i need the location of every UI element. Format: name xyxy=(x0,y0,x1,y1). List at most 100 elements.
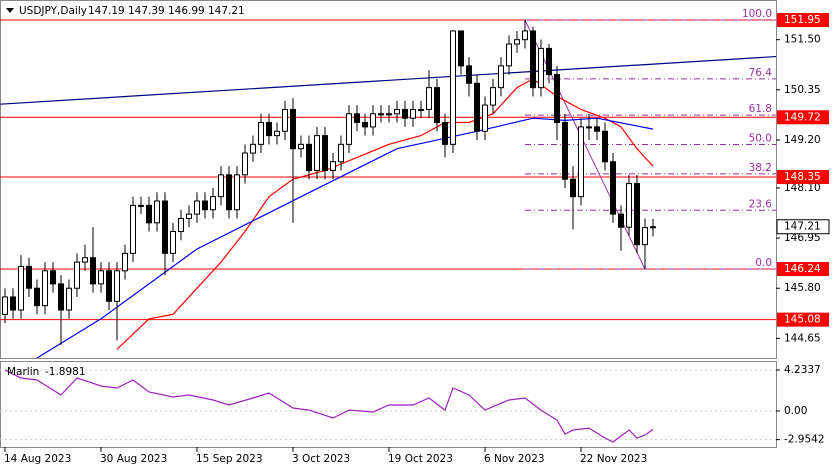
candle-body xyxy=(226,174,232,211)
candle-body xyxy=(554,74,560,124)
level-label: 151.95 xyxy=(784,14,821,26)
header: USDJPY,Daily 147.19 147.39 146.99 147.21… xyxy=(6,5,245,378)
menu-icon xyxy=(6,8,14,13)
fib-label: 76.4 xyxy=(749,67,773,79)
candle-body xyxy=(82,257,88,263)
candle-body xyxy=(570,178,576,198)
candle-body xyxy=(90,257,96,285)
candle-body xyxy=(314,135,320,171)
candle-body xyxy=(474,82,480,132)
candle-body xyxy=(178,217,184,233)
indicator-name: Marlin xyxy=(7,366,39,378)
candle-body xyxy=(370,113,376,128)
fib-label: 38.2 xyxy=(749,162,772,174)
candle-body xyxy=(418,108,424,111)
y-tick-label: -2.9542 xyxy=(784,434,825,446)
y-tick-label: 151.50 xyxy=(784,34,821,46)
candle-body xyxy=(626,183,632,228)
candle-body xyxy=(578,126,584,198)
candle-body xyxy=(130,204,136,254)
candle-body xyxy=(458,30,464,67)
candle-body xyxy=(586,126,592,129)
candle-body xyxy=(426,87,432,110)
candle-body xyxy=(18,265,24,311)
candle-body xyxy=(338,143,344,163)
level-box xyxy=(777,13,829,28)
indicator-value: -1.8981 xyxy=(45,366,86,378)
candle-body xyxy=(242,152,248,176)
series-line xyxy=(116,78,654,350)
candle-body xyxy=(650,226,656,229)
candle-body xyxy=(194,200,200,215)
candle-body xyxy=(10,296,16,311)
candle-body xyxy=(362,122,368,128)
ohlc-low: 146.99 xyxy=(168,5,205,17)
candle-body xyxy=(522,30,528,41)
axes: 151.50 150.35 149.20 148.10 146.95 145.80 144.… xyxy=(4,8,830,465)
candle-body xyxy=(154,200,160,224)
level-box xyxy=(777,110,829,125)
x-tick-label: 14 Aug 2023 xyxy=(4,453,71,465)
fib-label: 61.8 xyxy=(749,103,772,115)
indicator-line xyxy=(4,369,654,443)
level-label: 148.35 xyxy=(784,171,821,183)
candle-body xyxy=(2,296,8,315)
x-tick-label: 3 Oct 2023 xyxy=(292,453,350,465)
candle-body xyxy=(282,108,288,132)
candle-body xyxy=(186,213,192,219)
x-tick-label: 15 Sep 2023 xyxy=(196,453,263,465)
level-box xyxy=(777,312,829,327)
candle-body xyxy=(42,270,48,307)
candle-body xyxy=(490,87,496,106)
level-label: 145.08 xyxy=(784,314,821,326)
fib-label: 100.0 xyxy=(742,8,772,20)
candle-body xyxy=(58,283,64,311)
candle-body xyxy=(634,183,640,246)
candle-body xyxy=(274,130,280,137)
candle-body xyxy=(434,87,440,124)
candle-body xyxy=(138,204,144,207)
y-tick-label: 149.20 xyxy=(784,134,821,146)
candle-body xyxy=(170,231,176,254)
candle-body xyxy=(202,200,208,211)
candle-body xyxy=(450,30,456,145)
y-tick-label: 4.2337 xyxy=(784,364,821,376)
fib-label: 23.6 xyxy=(749,198,773,210)
candle-body xyxy=(306,143,312,171)
x-tick-label: 30 Aug 2023 xyxy=(100,453,167,465)
level-label: 146.24 xyxy=(784,263,821,275)
main-plot xyxy=(0,19,776,358)
candle-body xyxy=(266,122,272,137)
fib-trend xyxy=(524,19,646,270)
x-tick-label: 22 Nov 2023 xyxy=(580,453,647,465)
candle-body xyxy=(298,143,304,150)
candle-body xyxy=(378,113,384,116)
candle-body xyxy=(482,104,488,132)
y-tick-label: 146.95 xyxy=(784,232,821,244)
candle-body xyxy=(146,204,152,224)
candle-body xyxy=(538,47,544,89)
candle-body xyxy=(514,39,520,45)
level-label: 149.72 xyxy=(784,111,821,123)
candle-body xyxy=(466,65,472,84)
y-tick-label: 148.10 xyxy=(784,182,821,194)
candle-body xyxy=(394,108,400,115)
candle-body xyxy=(322,135,328,171)
series-line xyxy=(0,55,776,105)
candle-body xyxy=(346,113,352,145)
candle-body xyxy=(618,213,624,228)
candle-body xyxy=(330,161,336,171)
candle-body xyxy=(410,108,416,119)
level-box xyxy=(777,170,829,185)
candle-body xyxy=(498,65,504,89)
indicator-pane xyxy=(0,361,777,448)
candle-body xyxy=(114,270,120,302)
candle-body xyxy=(218,174,224,198)
candle-body xyxy=(122,252,128,272)
level-box xyxy=(777,262,829,277)
candle-body xyxy=(234,174,240,211)
candle-body xyxy=(442,122,448,145)
candle-body xyxy=(610,161,616,215)
y-tick-label: 145.80 xyxy=(784,282,821,294)
candle-body xyxy=(34,287,40,307)
